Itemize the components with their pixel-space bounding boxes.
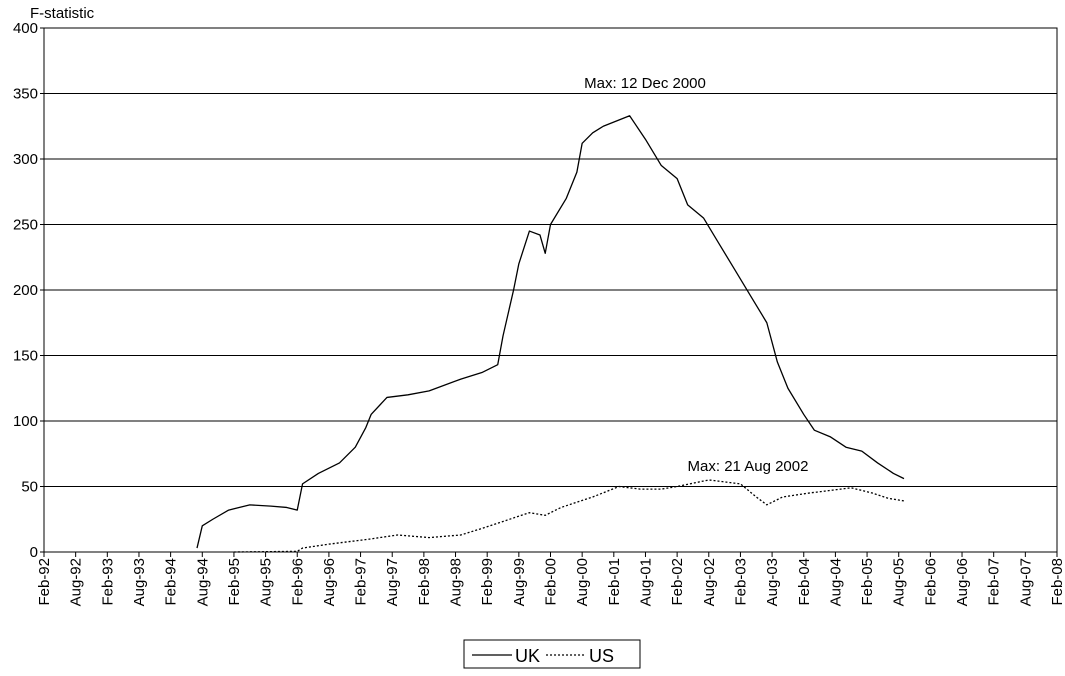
x-tick-label: Feb-97 (353, 558, 370, 606)
x-tick-label: Aug-05 (891, 558, 908, 606)
series-line (233, 479, 905, 553)
y-tick-label: 100 (13, 413, 38, 430)
y-tick-label: 350 (13, 86, 38, 103)
x-tick-label: Feb-04 (796, 558, 813, 606)
x-tick-label: Feb-96 (289, 558, 306, 606)
x-tick-label: Aug-95 (258, 558, 275, 606)
y-tick-label: 400 (13, 20, 38, 37)
x-tick-label: Feb-03 (732, 558, 749, 606)
x-tick-label: Aug-06 (954, 558, 971, 606)
x-tick-label: Aug-01 (637, 558, 654, 606)
y-tick-label: 200 (13, 282, 38, 299)
annotation: Max: 21 Aug 2002 (688, 458, 809, 475)
x-tick-label: Aug-96 (321, 558, 338, 606)
x-tick-label: Aug-92 (68, 558, 85, 606)
y-tick-label: 0 (30, 544, 38, 561)
legend-label: US (589, 646, 614, 666)
x-tick-label: Aug-99 (511, 558, 528, 606)
x-tick-label: Feb-08 (1049, 558, 1065, 606)
x-tick-label: Aug-07 (1017, 558, 1034, 606)
x-tick-label: Feb-98 (416, 558, 433, 606)
x-tick-label: Feb-99 (479, 558, 496, 606)
y-axis-label: F-statistic (30, 5, 95, 22)
x-tick-label: Feb-07 (986, 558, 1003, 606)
x-tick-label: Aug-93 (131, 558, 148, 606)
x-tick-label: Feb-06 (922, 558, 939, 606)
x-tick-label: Feb-95 (226, 558, 243, 606)
y-tick-label: 50 (21, 479, 38, 496)
series-line (196, 115, 905, 549)
legend-box (463, 639, 641, 669)
y-tick-label: 300 (13, 151, 38, 168)
x-tick-label: Feb-94 (163, 558, 180, 606)
x-tick-label: Aug-98 (448, 558, 465, 606)
x-tick-label: Aug-02 (701, 558, 718, 606)
x-tick-label: Aug-00 (574, 558, 591, 606)
x-tick-label: Aug-03 (764, 558, 781, 606)
x-tick-label: Feb-02 (669, 558, 686, 606)
y-tick-label: 150 (13, 348, 38, 365)
annotation: Max: 12 Dec 2000 (584, 75, 706, 92)
y-tick-label: 250 (13, 217, 38, 234)
x-tick-label: Aug-04 (827, 558, 844, 606)
x-tick-label: Feb-93 (99, 558, 116, 606)
x-tick-label: Feb-05 (859, 558, 876, 606)
x-tick-label: Feb-92 (36, 558, 53, 606)
x-tick-label: Aug-97 (384, 558, 401, 606)
x-tick-label: Aug-94 (194, 558, 211, 606)
legend-label: UK (515, 646, 540, 666)
x-tick-label: Feb-00 (543, 558, 560, 606)
x-tick-label: Feb-01 (606, 558, 623, 606)
